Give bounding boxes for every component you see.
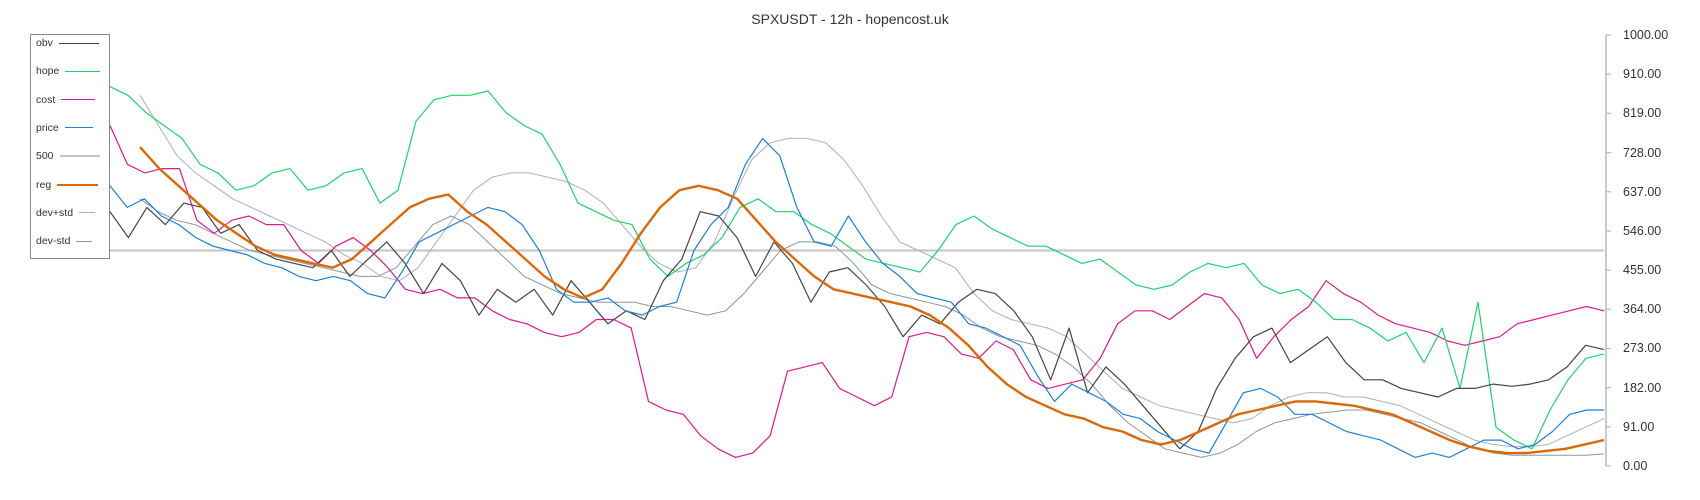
y-tick-label: 1000.00 bbox=[1623, 28, 1669, 42]
y-tick-label: 455.00 bbox=[1623, 263, 1662, 278]
y-tick-label: 728.00 bbox=[1623, 145, 1662, 160]
legend-label: price bbox=[36, 121, 59, 134]
legend-item-reg[interactable]: reg bbox=[36, 178, 98, 192]
series-line-price bbox=[109, 137, 1604, 458]
legend: obv hope cost price 500 reg dev+std dev-std bbox=[30, 34, 110, 259]
legend-swatch-icon bbox=[57, 183, 98, 186]
legend-item-cost[interactable]: cost bbox=[36, 93, 96, 107]
legend-item-devplusstd[interactable]: dev+std bbox=[36, 206, 95, 220]
series-line-hope bbox=[109, 86, 1605, 450]
legend-swatch-icon bbox=[65, 70, 100, 72]
legend-swatch-icon bbox=[76, 240, 93, 242]
y-axis bbox=[1605, 34, 1611, 467]
legend-item-500[interactable]: 500 bbox=[36, 149, 100, 163]
series-line-obv bbox=[109, 202, 1605, 450]
legend-label: 500 bbox=[36, 150, 54, 163]
y-tick-label: 364.00 bbox=[1623, 302, 1662, 317]
plot-area bbox=[109, 86, 1605, 458]
legend-label: dev-std bbox=[36, 235, 71, 248]
y-tick-label: 637.00 bbox=[1623, 184, 1662, 199]
series-line-devplusstd bbox=[139, 95, 1605, 448]
series-line-cost bbox=[109, 125, 1605, 458]
series-line-reg bbox=[139, 146, 1605, 455]
y-tick-label: 819.00 bbox=[1623, 106, 1662, 121]
legend-label: hope bbox=[36, 65, 60, 78]
chart-title: SPXUSDT - 12h - hopencost.uk bbox=[751, 11, 949, 27]
legend-label: reg bbox=[36, 178, 52, 191]
legend-item-devminusstd[interactable]: dev-std bbox=[36, 234, 93, 248]
legend-item-price[interactable]: price bbox=[36, 121, 93, 135]
legend-item-obv[interactable]: obv bbox=[36, 36, 100, 50]
legend-item-hope[interactable]: hope bbox=[36, 64, 100, 78]
legend-swatch-icon bbox=[58, 42, 100, 44]
y-tick-label: 273.00 bbox=[1623, 341, 1662, 356]
y-tick-label: 910.00 bbox=[1623, 67, 1662, 82]
legend-label: dev+std bbox=[36, 206, 74, 219]
legend-swatch-icon bbox=[79, 212, 95, 214]
legend-swatch-icon bbox=[64, 127, 93, 129]
legend-swatch-icon bbox=[59, 155, 100, 158]
series-line-devminusstd bbox=[139, 198, 1605, 458]
legend-swatch-icon bbox=[61, 99, 96, 101]
legend-label: obv bbox=[36, 37, 53, 49]
y-tick-label: 182.00 bbox=[1623, 380, 1662, 395]
y-tick-label: 91.00 bbox=[1623, 419, 1655, 434]
legend-label: cost bbox=[36, 93, 56, 106]
y-tick-label: 546.00 bbox=[1623, 223, 1662, 238]
y-tick-label: 0.00 bbox=[1623, 459, 1648, 473]
